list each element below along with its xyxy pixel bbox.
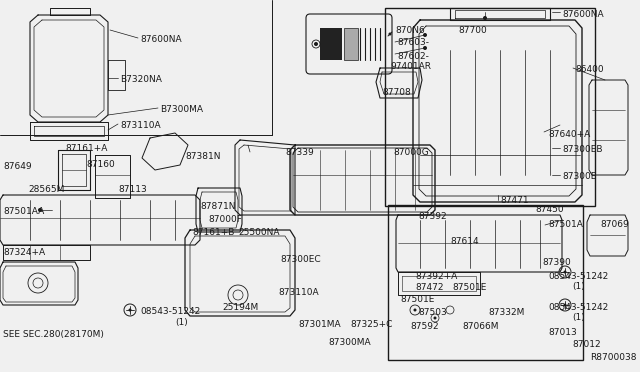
Text: 87332M: 87332M (488, 308, 524, 317)
Circle shape (413, 308, 417, 311)
Circle shape (388, 32, 392, 35)
Bar (320, 28, 342, 60)
Text: 87503: 87503 (418, 308, 447, 317)
Text: 87871N: 87871N (200, 202, 236, 211)
Bar (388, 205, 583, 360)
Text: 87700: 87700 (458, 26, 487, 35)
Text: 87339: 87339 (285, 148, 314, 157)
Text: 87012: 87012 (572, 340, 600, 349)
Text: 87392: 87392 (418, 212, 447, 221)
Text: 28565M: 28565M (28, 185, 65, 194)
Text: (1): (1) (175, 318, 188, 327)
Text: 87708: 87708 (382, 88, 411, 97)
Text: 87501AA: 87501AA (3, 207, 44, 216)
Text: 87066M: 87066M (462, 322, 499, 331)
Text: 08543-51242: 08543-51242 (548, 272, 608, 281)
Text: 87592: 87592 (410, 322, 438, 331)
Text: 87300MA: 87300MA (328, 338, 371, 347)
Text: 87381N: 87381N (185, 152, 221, 161)
Text: 86400: 86400 (575, 65, 604, 74)
Text: 87113: 87113 (118, 185, 147, 194)
Text: 08543-51242: 08543-51242 (140, 307, 200, 316)
Text: 87392+A: 87392+A (415, 272, 457, 281)
Text: 87161+A: 87161+A (65, 144, 108, 153)
Text: 87160: 87160 (86, 160, 115, 169)
Circle shape (433, 317, 436, 320)
Text: 87301MA: 87301MA (298, 320, 340, 329)
Text: 873110A: 873110A (120, 121, 161, 130)
Text: 87161+B: 87161+B (192, 228, 234, 237)
Circle shape (38, 208, 42, 212)
Text: 87501E: 87501E (400, 295, 435, 304)
Text: (1): (1) (572, 282, 585, 291)
Text: 08543-51242: 08543-51242 (548, 303, 608, 312)
Text: (1): (1) (572, 313, 585, 322)
Text: 25500NA: 25500NA (238, 228, 280, 237)
Text: 87600NA: 87600NA (562, 10, 604, 19)
Text: 873110A: 873110A (278, 288, 319, 297)
Text: 87013: 87013 (548, 328, 577, 337)
Text: 87390: 87390 (542, 258, 571, 267)
Bar (385, 8, 595, 206)
Bar (344, 28, 358, 60)
Text: 87501E: 87501E (452, 283, 486, 292)
Text: B7320NA: B7320NA (120, 75, 162, 84)
Text: 87640+A: 87640+A (548, 130, 590, 139)
FancyBboxPatch shape (306, 14, 392, 74)
Text: 87000F: 87000F (208, 215, 242, 224)
Text: 87472: 87472 (415, 283, 444, 292)
Text: B7300MA: B7300MA (160, 105, 203, 114)
Circle shape (483, 16, 487, 20)
Text: 87603-: 87603- (397, 38, 429, 47)
Text: 87324+A: 87324+A (3, 248, 45, 257)
Text: R8700038: R8700038 (590, 353, 637, 362)
Circle shape (563, 304, 566, 307)
Text: 87300EC: 87300EC (280, 255, 321, 264)
Text: 87614: 87614 (450, 237, 479, 246)
Text: 87300E: 87300E (562, 172, 596, 181)
Text: 87450: 87450 (535, 205, 564, 214)
Text: 97401AR: 97401AR (390, 62, 431, 71)
Circle shape (423, 33, 427, 37)
Text: 87325+C: 87325+C (350, 320, 392, 329)
Circle shape (423, 46, 427, 50)
Text: 87602-: 87602- (397, 52, 429, 61)
Text: SEE SEC.280(28170M): SEE SEC.280(28170M) (3, 330, 104, 339)
Text: 87471: 87471 (500, 196, 529, 205)
Text: 87000G: 87000G (393, 148, 429, 157)
Text: 870N6: 870N6 (395, 26, 425, 35)
Circle shape (129, 308, 131, 311)
Text: 87069: 87069 (600, 220, 628, 229)
Circle shape (314, 42, 318, 46)
Text: 87649: 87649 (3, 162, 31, 171)
Text: 87600NA: 87600NA (140, 35, 182, 44)
Text: 87300EB: 87300EB (562, 145, 602, 154)
Text: 87501A: 87501A (548, 220, 583, 229)
Circle shape (563, 270, 566, 273)
Text: 25194M: 25194M (222, 303, 259, 312)
